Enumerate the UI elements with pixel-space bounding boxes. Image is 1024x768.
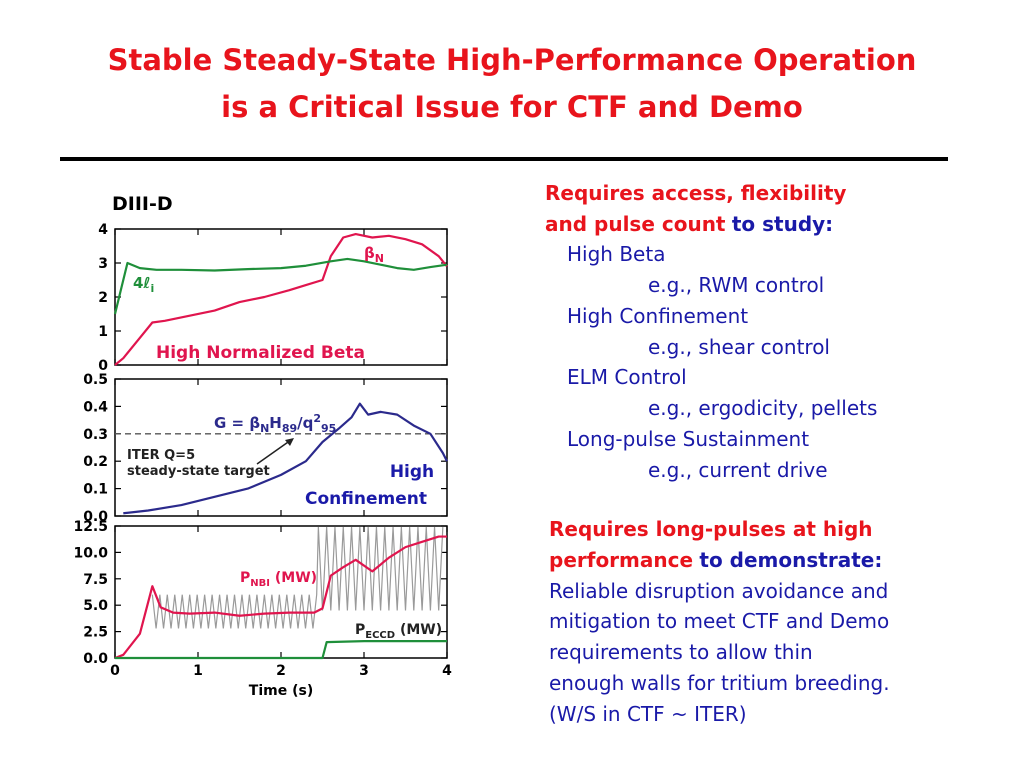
series-line	[123, 402, 448, 515]
annotation-high-normalized-beta: High Normalized Beta	[156, 343, 365, 363]
y-tick-label: 7.5	[83, 572, 108, 588]
figure-label: DIII-D	[112, 193, 173, 215]
y-tick-label: 0.2	[83, 454, 108, 470]
label-betaN: βN	[364, 244, 384, 265]
block2-line-5: (W/S in CTF ~ ITER)	[549, 702, 747, 726]
series-line	[113, 257, 448, 315]
block2-line-3: requirements to allow thin	[549, 640, 813, 664]
block2-heading-line2: performance to demonstrate:	[549, 545, 882, 576]
y-tick-label: 2	[98, 290, 108, 306]
y-tick-label: 10.0	[73, 545, 108, 561]
title-divider	[60, 157, 948, 161]
y-tick-label: 0.0	[83, 651, 108, 667]
annotation-high: High	[390, 462, 434, 482]
item-elm-control: ELM Control	[567, 365, 687, 389]
block2-heading-blue: to demonstrate:	[699, 548, 883, 572]
y-tick-label: 0.3	[83, 427, 108, 443]
panel-bottom-frame	[114, 525, 448, 659]
y-tick-label: 0.1	[83, 482, 108, 498]
example-current-drive: e.g., current drive	[648, 458, 828, 482]
example-shear-control: e.g., shear control	[648, 335, 830, 359]
item-high-beta: High Beta	[567, 242, 666, 266]
label-pnbi: PNBI (MW)	[240, 570, 317, 589]
y-tick-label: 0.5	[83, 372, 108, 388]
title-line-1: Stable Steady-State High-Performance Ope…	[107, 43, 917, 77]
x-tick-label: 1	[193, 663, 203, 679]
x-tick-label: 0	[110, 663, 120, 679]
block1-heading-red: and pulse count	[545, 212, 726, 236]
block2-heading-red: performance	[549, 548, 694, 572]
series-line	[115, 640, 447, 660]
x-axis-label: Time (s)	[249, 683, 313, 699]
y-tick-label: 0.0	[83, 509, 108, 525]
block2-line-4: enough walls for tritium breeding.	[549, 671, 890, 695]
block2-line-1: Reliable disruption avoidance and	[549, 579, 889, 603]
annotation-g-formula: G = βNH89/q295	[214, 412, 336, 435]
y-tick-label: 0	[98, 358, 108, 374]
annotation-arrow	[256, 439, 292, 465]
x-tick-label: 4	[442, 663, 452, 679]
block1-heading-line1: Requires access, flexibility	[545, 181, 847, 205]
y-tick-label: 0.4	[83, 399, 108, 415]
series-line	[114, 535, 447, 660]
x-tick-label: 2	[276, 663, 286, 679]
annotation-arrowhead	[285, 438, 294, 446]
y-tick-label: 4	[98, 222, 108, 238]
item-long-pulse-sustainment: Long-pulse Sustainment	[567, 427, 810, 451]
annotation-steady-state-target: steady-state target	[127, 464, 270, 479]
y-tick-label: 1	[98, 324, 108, 340]
block2-line-2: mitigation to meet CTF and Demo	[549, 609, 890, 633]
block2-heading-line1: Requires long-pulses at high	[549, 517, 873, 541]
label-4li: 4ℓi	[133, 274, 154, 295]
label-peccd: PECCD (MW)	[355, 622, 442, 641]
annotation-confinement: Confinement	[305, 489, 427, 509]
series-line	[114, 233, 448, 366]
y-tick-label: 3	[98, 256, 108, 272]
title-line-2: is a Critical Issue for CTF and Demo	[221, 90, 803, 124]
y-tick-label: 2.5	[83, 625, 108, 641]
example-ergodicity-pellets: e.g., ergodicity, pellets	[648, 396, 878, 420]
y-tick-label: 5.0	[83, 598, 108, 614]
y-tick-label: 12.5	[73, 519, 108, 535]
annotation-iter-q5: ITER Q=5	[127, 448, 195, 463]
x-tick-label: 3	[359, 663, 369, 679]
example-rwm-control: e.g., RWM control	[648, 273, 825, 297]
item-high-confinement: High Confinement	[567, 304, 749, 328]
block1-heading-line2: and pulse count to study:	[545, 209, 833, 240]
block1-heading-blue: to study:	[731, 212, 834, 236]
